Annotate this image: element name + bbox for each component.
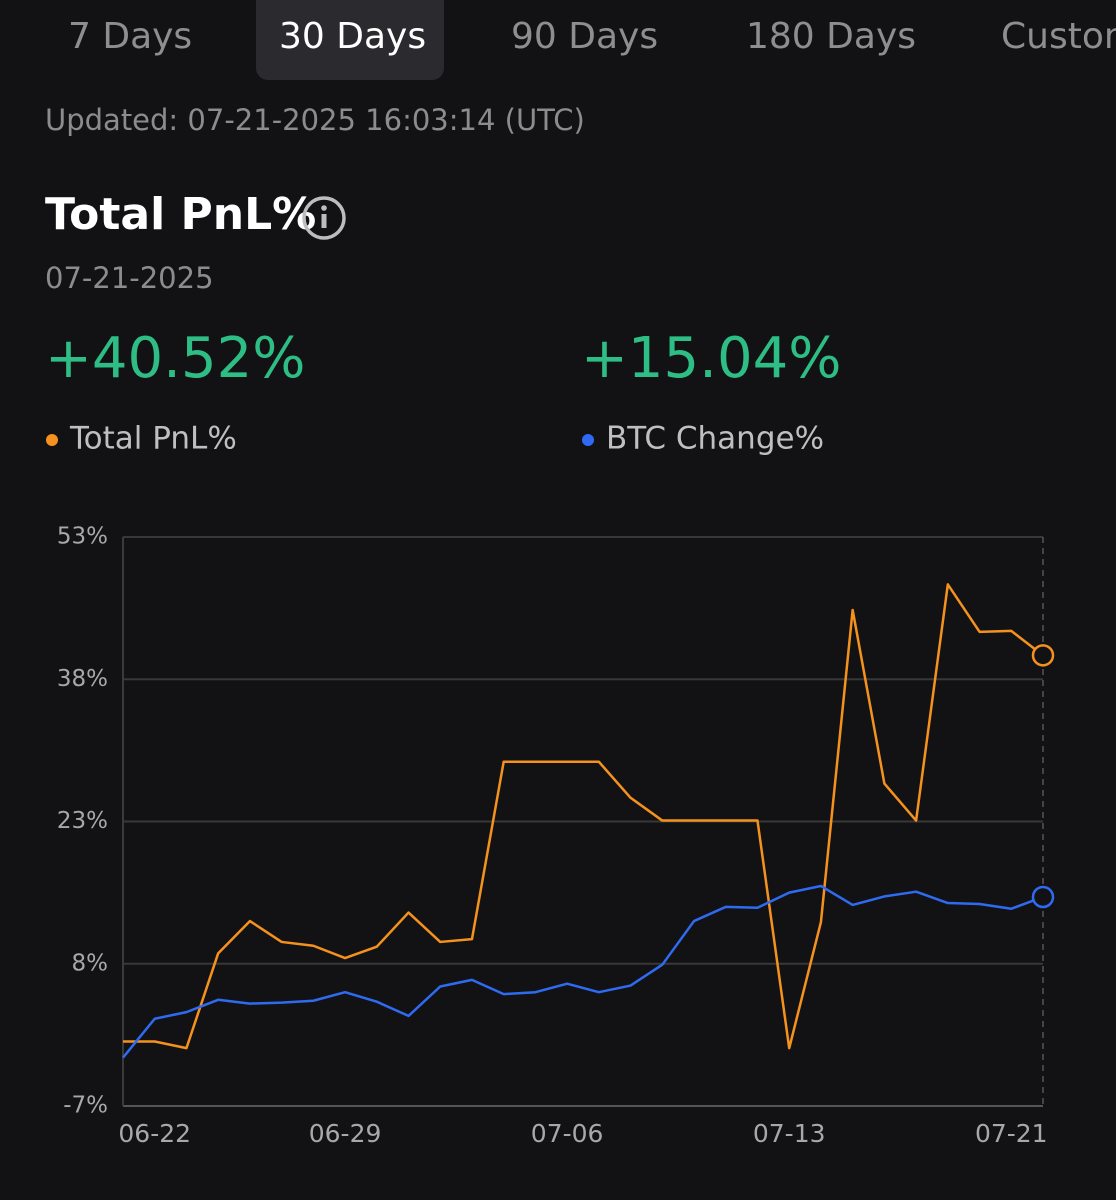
legend-dot (582, 434, 594, 446)
tab[interactable]: 30 Days (256, 0, 444, 80)
tab[interactable]: Custom (1001, 16, 1116, 57)
tab-label: 7 Days (68, 16, 192, 57)
series-line (122, 884, 1044, 1059)
info-bar (321, 214, 327, 228)
tab-label: 30 Days (279, 16, 426, 57)
y-tick-label: 38% (57, 666, 108, 692)
date: 07-21-2025 (45, 261, 214, 295)
tab[interactable]: 7 Days (68, 16, 192, 57)
tab[interactable]: 90 Days (511, 16, 658, 57)
info-icon[interactable] (302, 196, 346, 240)
summary-value: +40.52% (45, 326, 305, 391)
tab-label: 90 Days (511, 16, 658, 57)
legend-dot (46, 434, 58, 446)
tab-label: 180 Days (746, 16, 916, 57)
series-line (123, 583, 1044, 1050)
end-marker (1031, 644, 1055, 667)
summary-value: +15.04% (581, 326, 841, 391)
legend-label: BTC Change% (606, 421, 824, 457)
x-tick-label: 07-21 (975, 1119, 1048, 1148)
x-tick-label: 06-22 (118, 1119, 191, 1148)
x-tick-label: 06-29 (309, 1119, 382, 1148)
end-marker (1031, 885, 1055, 909)
section-title: Total PnL% (45, 189, 316, 240)
tab[interactable]: 180 Days (746, 16, 916, 57)
legend-label: Total PnL% (69, 421, 237, 457)
updated-time: Updated: 07-21-2025 16:03:14 (UTC) (45, 103, 585, 137)
info-dot (321, 205, 327, 211)
y-tick-label: 23% (57, 808, 108, 834)
x-tick-label: 07-06 (531, 1119, 604, 1148)
y-tick-label: 53% (57, 524, 108, 550)
info-circle (302, 196, 346, 240)
y-tick-label: -7% (63, 1093, 108, 1119)
x-tick-label: 07-13 (753, 1119, 826, 1148)
y-tick-label: 8% (72, 950, 109, 976)
tab-label: Custom (1001, 16, 1116, 57)
tab-highlight (256, 0, 444, 80)
